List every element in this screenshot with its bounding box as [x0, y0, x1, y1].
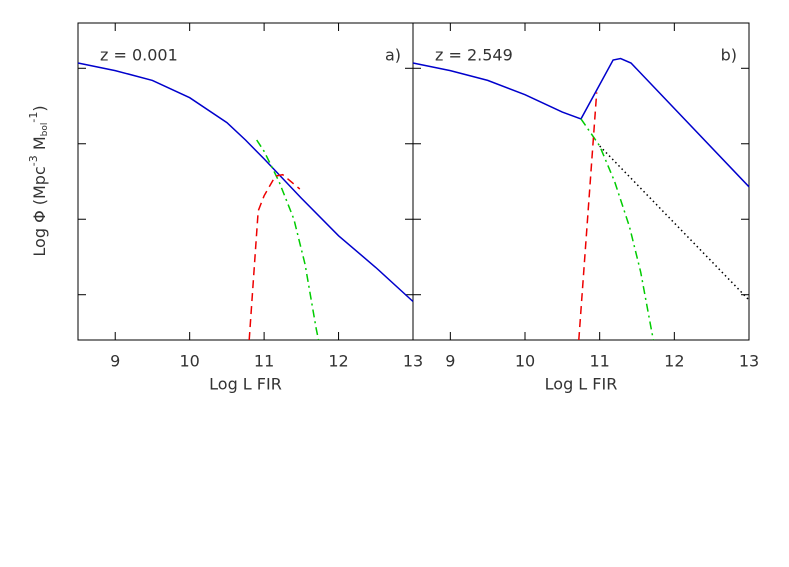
series-line — [77, 62, 414, 303]
x-tick-label: 12 — [328, 352, 348, 371]
panel-a-frame — [77, 22, 414, 341]
x-tick-label: 9 — [110, 352, 120, 371]
x-tick-label: 13 — [739, 352, 759, 371]
redshift-label: z = 0.001 — [100, 46, 178, 65]
series-line — [248, 173, 301, 341]
y-axis-label: Log Φ (Mpc-3 Mbol-1) — [27, 105, 50, 256]
panel-label: b) — [721, 46, 737, 65]
x-axis-label: Log L FIR — [545, 375, 618, 394]
panel-label: a) — [385, 46, 401, 65]
x-tick-label: 10 — [179, 352, 199, 371]
x-tick-label: 13 — [403, 352, 423, 371]
panel-b-frame — [412, 22, 750, 341]
series-line — [412, 57, 750, 188]
x-tick-label: 11 — [254, 352, 274, 371]
x-tick-label: 12 — [664, 352, 684, 371]
series-line — [599, 145, 750, 301]
x-tick-label: 9 — [445, 352, 455, 371]
redshift-label: z = 2.549 — [435, 46, 513, 65]
x-axis-label: Log L FIR — [209, 375, 282, 394]
series-line — [578, 92, 598, 341]
series-line — [256, 139, 320, 341]
x-tick-label: 11 — [589, 352, 609, 371]
x-tick-label: 10 — [515, 352, 535, 371]
